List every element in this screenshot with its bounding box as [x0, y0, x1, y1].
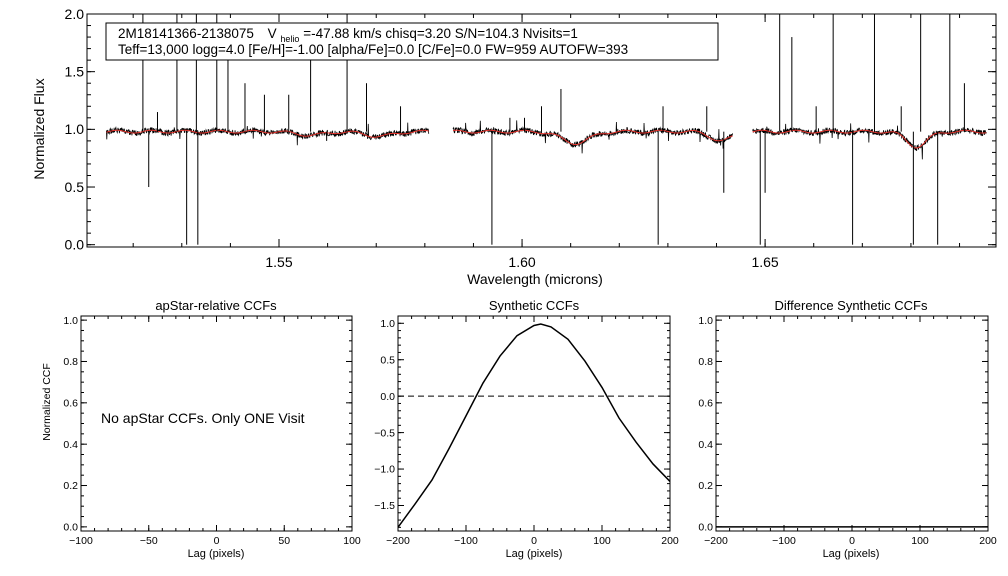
- difference-ccf-ticks-group: −200 −100 0 100 200 0.0 0.2 0.4 0.6 0.8 1.0: [698, 315, 997, 547]
- synthetic-ccf-title: Synthetic CCFs: [489, 298, 580, 313]
- apstar-ccf-ticks-group: −100 −50 0 50 100 0.0 0.2 0.4 0.6 0.8 1.0: [63, 315, 361, 547]
- y-tick-label: 0.0: [65, 237, 85, 253]
- synthetic-ccf-panel: Synthetic CCFs −200 −100 0 100 200 −1.5 −1.0 −0…: [374, 298, 679, 560]
- x-tick-label: 0: [849, 535, 855, 547]
- y-tick-label: 0.6: [698, 398, 713, 410]
- synthetic-ccf-curve: [397, 323, 671, 528]
- difference-ccf-x-axis-label: Lag (pixels): [823, 548, 880, 560]
- x-tick-label: −100: [772, 535, 796, 547]
- spectrum-panel: 1.55 1.60 1.65 0.0 0.5 1.0 1.5 2.0 Wavelength (…: [31, 6, 997, 287]
- spectrum-info-box: [105, 22, 719, 61]
- model-spectrum-line: [106, 129, 429, 138]
- spectrum-ticks-group: 1.55 1.60 1.65 0.0 0.5 1.0 1.5 2.0: [65, 6, 996, 270]
- y-tick-label: 1.0: [698, 315, 713, 327]
- apstar-ccf-y-axis-label: Normalized CCF: [41, 363, 53, 441]
- y-tick-label: 1.0: [380, 318, 395, 330]
- x-tick-label: −200: [386, 535, 410, 547]
- y-tick-label: 0.5: [65, 179, 85, 195]
- x-tick-label: 1.65: [751, 254, 778, 270]
- model-spectrum-line: [452, 129, 733, 146]
- x-tick-label: 100: [593, 535, 611, 547]
- x-tick-label: 1.55: [265, 254, 292, 270]
- y-tick-label: 2.0: [65, 6, 85, 22]
- y-tick-label: 1.5: [65, 64, 85, 80]
- info-line-1-values: =-47.88 km/s chisq=3.20 S/N=104.3 Nvisit…: [303, 26, 578, 41]
- star-id: 2M18141366-2138075: [118, 26, 254, 41]
- spectrum-y-axis-label: Normalized Flux: [31, 78, 47, 179]
- y-tick-label: −0.5: [374, 427, 395, 439]
- x-tick-label: 0: [214, 535, 220, 547]
- difference-ccf-title: Difference Synthetic CCFs: [775, 298, 928, 313]
- y-tick-label: 0.2: [698, 480, 713, 492]
- y-tick-label: 0.8: [63, 356, 78, 368]
- spectrum-plot-frame: [86, 13, 997, 248]
- observed-spectrum-line: [452, 120, 733, 154]
- x-tick-label: 50: [278, 535, 290, 547]
- difference-ccf-frame: [715, 315, 989, 532]
- apstar-ccf-message: No apStar CCFs. Only ONE Visit: [101, 410, 305, 426]
- apstar-ccf-title: apStar-relative CCFs: [155, 298, 277, 313]
- y-tick-label: 1.0: [65, 121, 85, 137]
- observed-spectrum-line: [106, 122, 430, 146]
- x-tick-label: 200: [979, 535, 997, 547]
- y-tick-label: 0.5: [380, 354, 395, 366]
- y-tick-label: −1.0: [374, 464, 395, 476]
- x-tick-label: 0: [531, 535, 537, 547]
- synthetic-ccf-frame: [397, 315, 671, 532]
- y-tick-label: 0.2: [63, 480, 78, 492]
- y-tick-label: 0.4: [63, 439, 78, 451]
- y-tick-label: 0.6: [63, 398, 78, 410]
- y-tick-label: 0.0: [63, 522, 78, 534]
- x-tick-label: 100: [343, 535, 361, 547]
- info-line-2: Teff=13,000 logg=4.0 [Fe/H]=-1.00 [alpha…: [118, 42, 628, 57]
- y-tick-label: −1.5: [374, 500, 395, 512]
- y-tick-label: 0.0: [380, 391, 395, 403]
- y-tick-label: 0.8: [698, 356, 713, 368]
- apstar-ccf-x-axis-label: Lag (pixels): [188, 548, 245, 560]
- y-tick-label: 0.0: [698, 522, 713, 534]
- x-tick-label: −100: [69, 535, 93, 547]
- x-tick-label: 1.60: [508, 254, 535, 270]
- info-line-1: 2M18141366-2138075 V helio =-47.88 km/s …: [118, 26, 578, 45]
- x-tick-label: −50: [140, 535, 158, 547]
- x-tick-label: 200: [661, 535, 679, 547]
- vhelio-symbol: V: [268, 26, 277, 41]
- difference-ccf-panel: Difference Synthetic CCFs −200 −100 0 100 20…: [698, 298, 997, 560]
- synthetic-ccf-ticks-group: −200 −100 0 100 200 −1.5 −1.0 −0.5 0.0 0.5 1.0: [374, 315, 679, 547]
- observed-spectrum-line: [752, 123, 987, 160]
- synthetic-ccf-x-axis-label: Lag (pixels): [506, 548, 563, 560]
- apstar-ccf-panel: apStar-relative CCFs −100 −50 0 50 100 0.0 0.2…: [41, 298, 361, 560]
- y-tick-label: 0.4: [698, 439, 713, 451]
- synthetic-ccf-series-group: [397, 323, 671, 528]
- spectrum-x-axis-label: Wavelength (microns): [467, 271, 603, 287]
- x-tick-label: −100: [454, 535, 478, 547]
- y-tick-label: 1.0: [63, 315, 78, 327]
- x-tick-label: −200: [704, 535, 728, 547]
- vhelio-subscript: helio: [280, 34, 299, 44]
- x-tick-label: 100: [911, 535, 929, 547]
